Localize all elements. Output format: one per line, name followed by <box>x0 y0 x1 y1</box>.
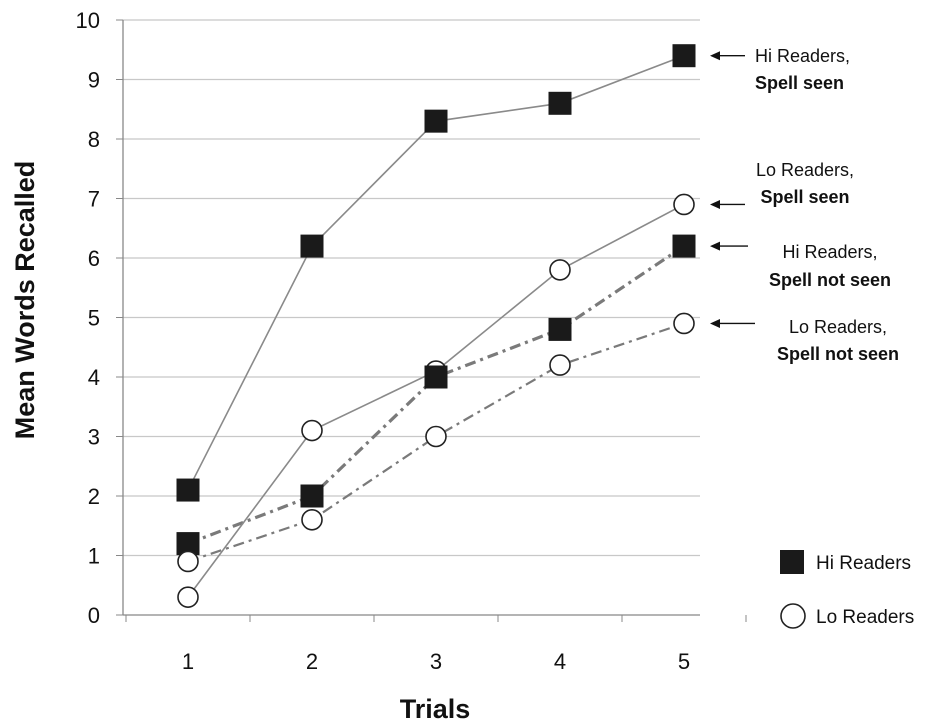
y-tick-label: 4 <box>88 365 100 390</box>
data-point-circle <box>177 586 199 608</box>
annotation-condition-label: Spell not seen <box>769 270 891 290</box>
series-lines <box>187 54 685 598</box>
annotation-group-label: Hi Readers, <box>782 242 877 262</box>
data-point-circle <box>673 312 695 335</box>
y-tick-label: 10 <box>76 8 100 33</box>
series-markers <box>176 44 696 608</box>
y-tick-label: 6 <box>88 246 100 271</box>
x-tick-label: 1 <box>182 649 194 674</box>
series-annotations: Hi Readers, Spell seen Lo Readers, Spell se… <box>710 46 899 364</box>
legend: Hi Readers Lo Readers <box>780 550 914 629</box>
x-axis-title: Trials <box>400 694 471 724</box>
data-point-square <box>176 478 200 502</box>
y-tick-label: 7 <box>88 187 100 212</box>
gridlines <box>123 19 700 557</box>
y-tick-label: 1 <box>88 544 100 569</box>
data-point-circle <box>673 193 695 216</box>
legend-label: Hi Readers <box>816 553 911 574</box>
data-point-square <box>548 91 572 115</box>
data-point-square <box>176 532 200 556</box>
y-tick-label: 8 <box>88 127 100 152</box>
data-point-circle <box>425 425 447 448</box>
x-tick-label: 3 <box>430 649 442 674</box>
legend-circle-marker <box>780 603 806 629</box>
legend-square-marker <box>780 550 804 574</box>
y-tick-label: 2 <box>88 484 100 509</box>
data-point-square <box>424 109 448 133</box>
annotation-arrow-head <box>710 318 720 328</box>
annotation-arrow-head <box>710 241 720 251</box>
data-point-square <box>300 484 324 508</box>
annotation-arrow-head <box>710 51 720 61</box>
data-point-square <box>424 365 448 389</box>
annotation-group-label: Lo Readers, <box>789 317 887 337</box>
y-tick-label: 9 <box>88 68 100 93</box>
annotation-condition-label: Spell not seen <box>777 344 899 364</box>
y-tick-label: 5 <box>88 306 100 331</box>
annotation-group-label: Hi Readers, <box>755 46 850 66</box>
y-tick-label: 0 <box>88 603 100 628</box>
data-point-circle <box>301 508 323 531</box>
annotation-group-label: Lo Readers, <box>756 160 854 180</box>
legend-label: Lo Readers <box>816 607 914 628</box>
annotation-arrow-head <box>710 199 720 209</box>
series-line-2 <box>187 203 685 598</box>
data-point-square <box>548 317 572 341</box>
data-point-circle <box>549 354 571 376</box>
x-tick-label: 5 <box>678 649 690 674</box>
data-point-circle <box>301 419 323 442</box>
annotation-condition-label: Spell seen <box>760 187 849 207</box>
data-point-square <box>672 44 696 68</box>
data-point-circle <box>177 550 199 573</box>
x-tick-label: 2 <box>306 649 318 674</box>
y-axis-title: Mean Words Recalled <box>10 161 40 440</box>
series-line-3 <box>187 244 685 546</box>
tick-labels: 0 1 2 3 4 5 6 7 8 9 10 1 2 3 4 5 <box>76 8 691 674</box>
data-point-square <box>672 234 696 258</box>
axes <box>116 19 747 622</box>
y-tick-label: 3 <box>88 425 100 450</box>
annotation-condition-label: Spell seen <box>755 73 844 93</box>
data-point-square <box>300 234 324 258</box>
data-point-circle <box>549 259 571 281</box>
x-tick-label: 4 <box>554 649 566 674</box>
